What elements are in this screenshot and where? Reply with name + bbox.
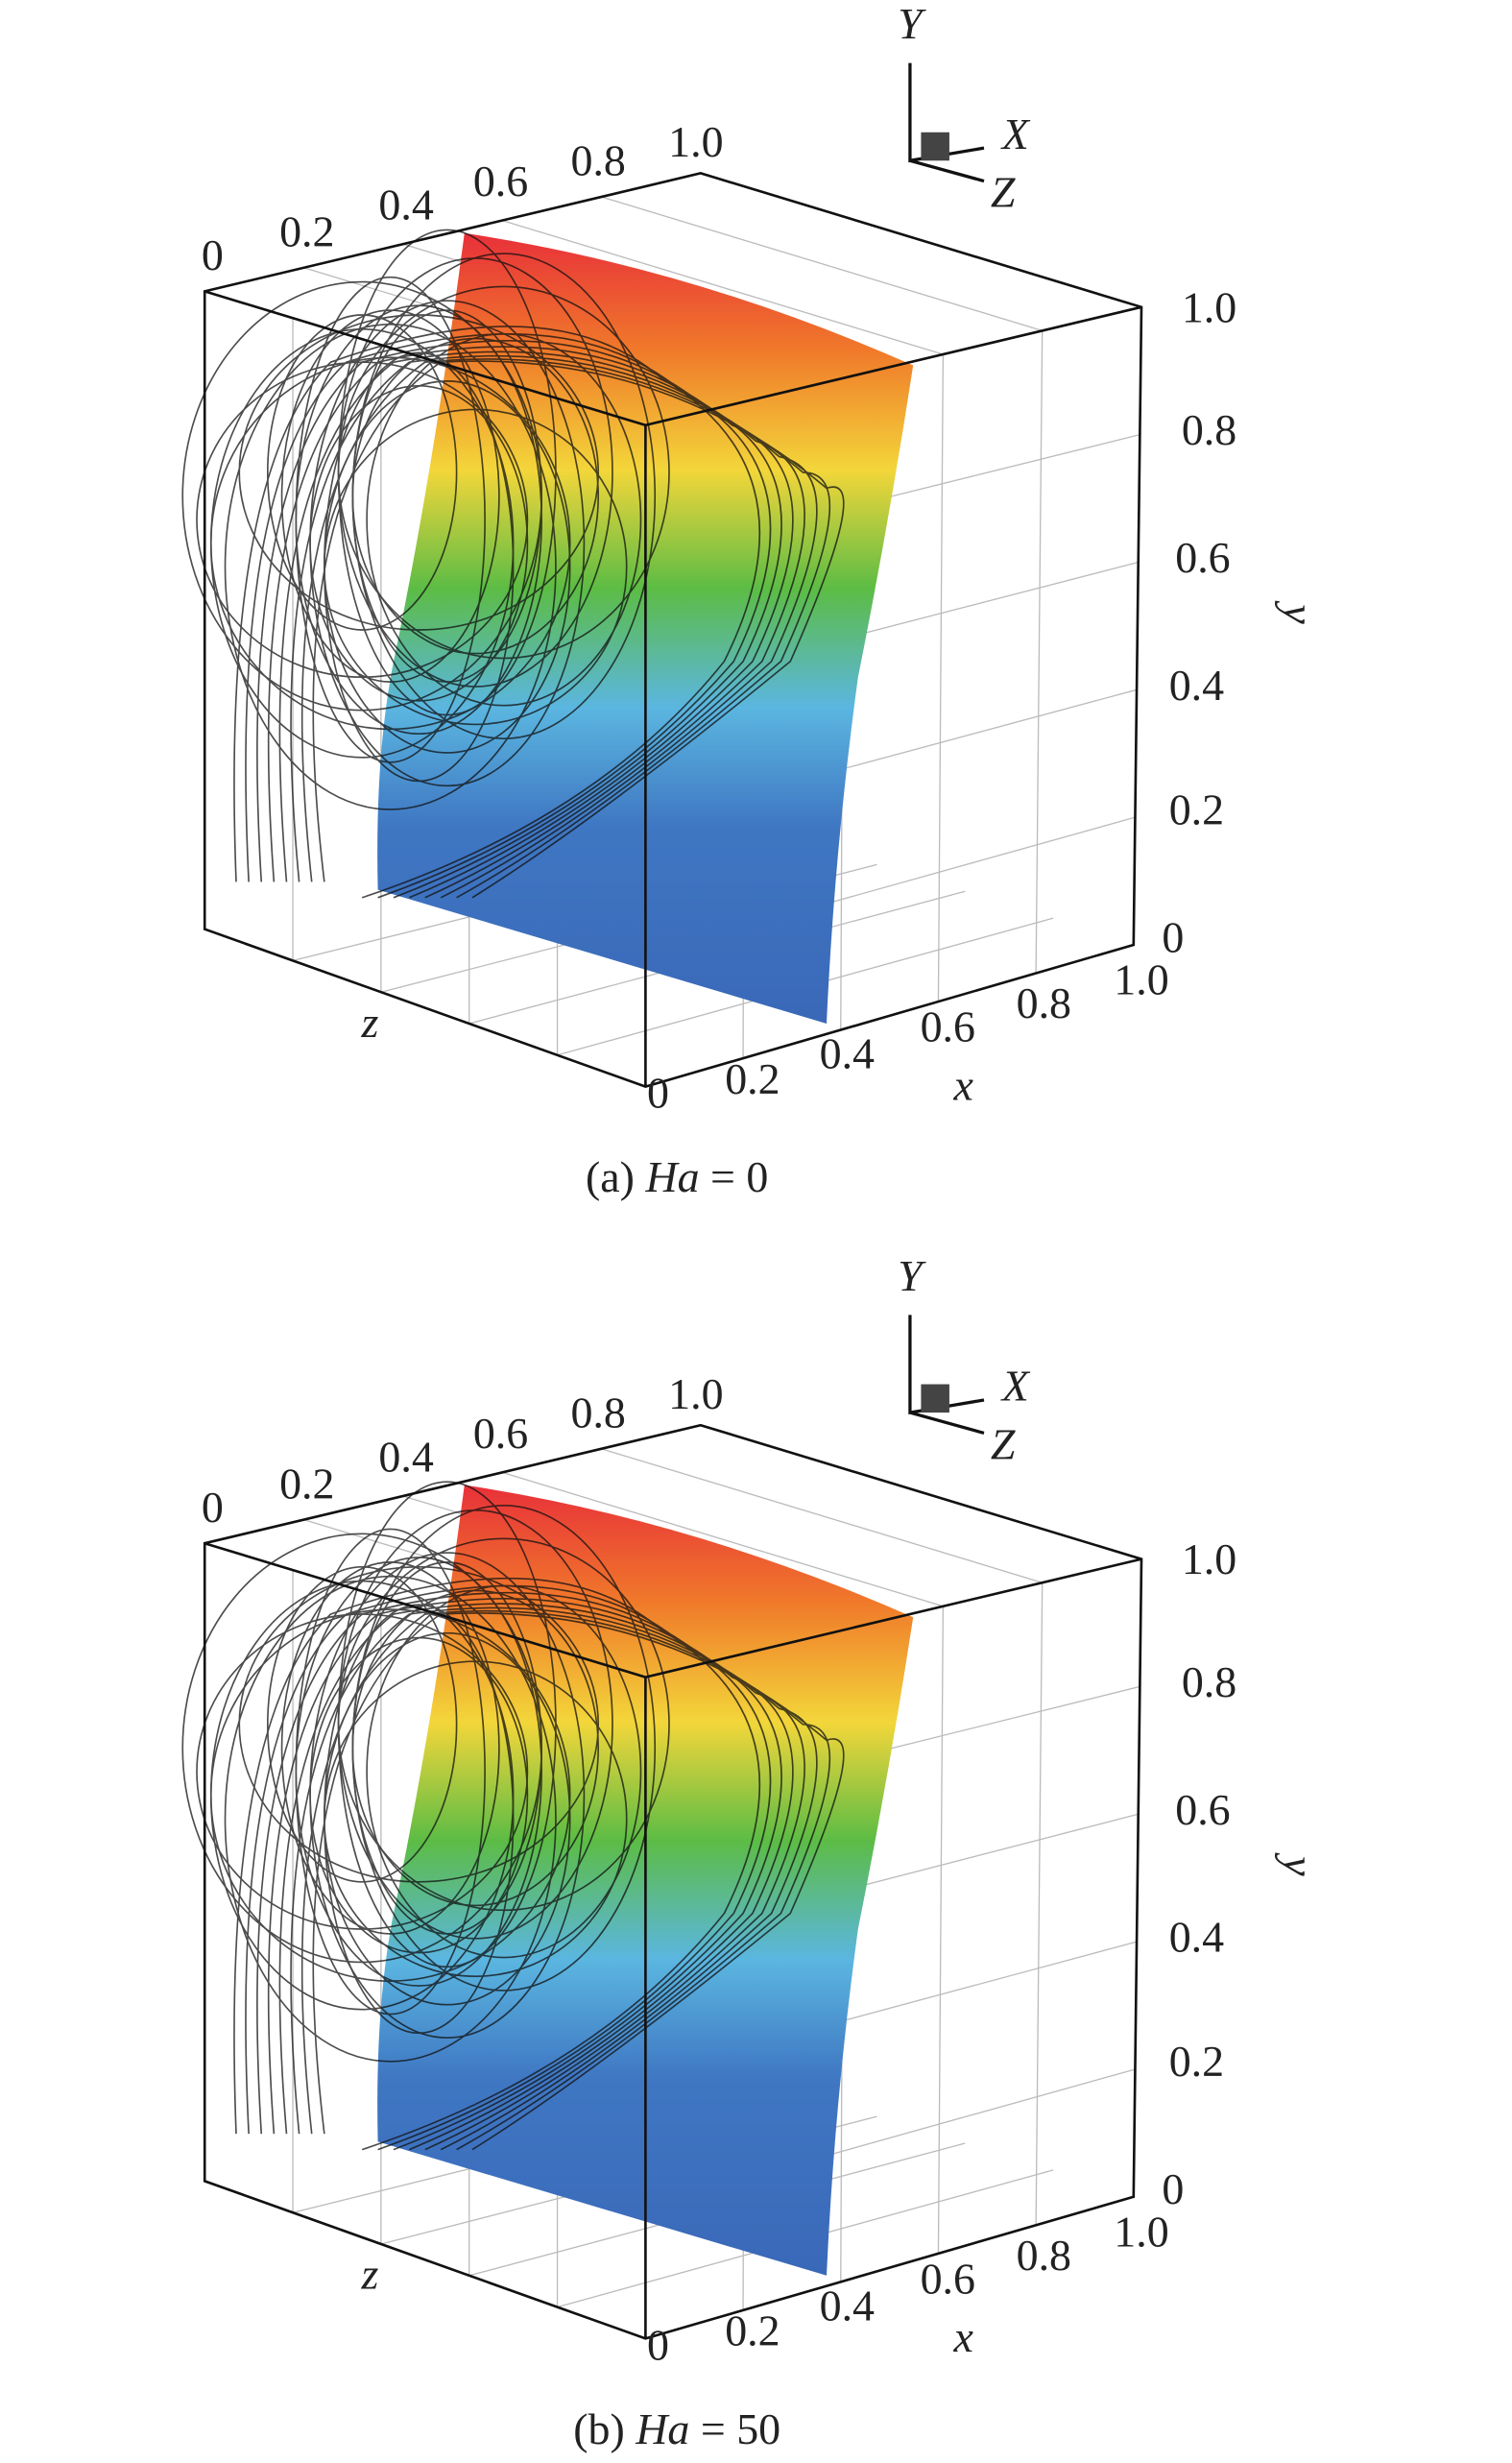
z-tick-label: 1.0	[668, 1369, 723, 1418]
y-tick-label: 0.6	[1175, 1785, 1230, 1834]
caption-param: Ha	[635, 2403, 689, 2452]
streamline	[224, 324, 557, 810]
box-edges	[203, 172, 1143, 1088]
y-tick-label: 0.4	[1169, 661, 1224, 710]
streamline	[312, 360, 845, 899]
triad-cube	[921, 1384, 949, 1413]
grid-line	[937, 353, 945, 1002]
streamline	[224, 1575, 557, 2063]
triad-cube	[921, 132, 949, 161]
streamline	[295, 276, 486, 763]
grid-line	[1035, 1582, 1044, 2226]
grid-line	[601, 196, 1043, 332]
x-tick-label: 0.4	[820, 2281, 875, 2330]
caption: (b) Ha = 50	[573, 2403, 780, 2452]
y-tick-label: 0.2	[1169, 785, 1224, 833]
axis-label: z	[360, 2250, 378, 2299]
streamline	[351, 1561, 542, 1935]
caption-param: Ha	[644, 1152, 699, 1201]
streamline	[266, 1565, 458, 1883]
triad-label: Z	[991, 1419, 1016, 1468]
axis-label: z	[360, 998, 378, 1047]
streamline	[351, 309, 542, 683]
z-tick-label: 0.8	[571, 1388, 626, 1437]
y-tick-label: 0.4	[1169, 1913, 1224, 1962]
streamline	[280, 309, 500, 683]
y-tick-label: 1.0	[1182, 1534, 1236, 1583]
y-tick-label: 0.8	[1182, 1657, 1236, 1706]
axis-label: x	[952, 1060, 973, 1109]
x-tick-label: 0.2	[725, 2306, 780, 2355]
x-tick-label: 1.0	[1114, 955, 1168, 1004]
x-tick-label: 0.8	[1017, 978, 1071, 1027]
z-tick-label: 0	[202, 1483, 224, 1532]
grid-line	[937, 1606, 945, 2254]
y-tick-label: 0	[1162, 2164, 1184, 2213]
streamline	[337, 1481, 557, 1968]
streamline	[312, 1612, 845, 2151]
axis-label: y	[1275, 1852, 1324, 1876]
caption-value: = 0	[710, 1152, 768, 1201]
z-tick-label: 0.2	[279, 1459, 334, 1508]
x-tick-label: 0	[647, 1069, 669, 1118]
y-tick-label: 0.6	[1175, 533, 1230, 582]
y-tick-label: 0	[1162, 912, 1184, 961]
streamlines	[181, 1481, 845, 2151]
z-tick-label: 0.4	[378, 181, 433, 229]
streamline	[280, 1561, 500, 1935]
grid-line	[601, 1448, 1043, 1583]
x-tick-label: 0.6	[921, 2255, 975, 2304]
z-tick-label: 1.0	[668, 117, 723, 166]
z-tick-label: 0.2	[279, 207, 334, 256]
grid-line	[1035, 330, 1044, 974]
streamlines	[181, 229, 845, 899]
streamline	[209, 1580, 515, 2011]
box-edges	[203, 1423, 1143, 2340]
y-tick-label: 0.8	[1182, 405, 1236, 454]
grid-line	[501, 1471, 944, 1607]
x-tick-label: 0.4	[820, 1029, 875, 1078]
x-tick-label: 0.2	[725, 1054, 780, 1103]
axis-label: x	[952, 2312, 973, 2361]
grid-line	[501, 219, 944, 355]
streamline	[295, 1528, 486, 2016]
triad-label: X	[1000, 1362, 1031, 1411]
streamline	[266, 314, 458, 631]
z-tick-label: 0.8	[571, 136, 626, 185]
caption: (a) Ha = 0	[586, 1152, 768, 1201]
x-tick-label: 0.8	[1017, 2231, 1071, 2280]
z-tick-label: 0.6	[473, 157, 528, 205]
triad-label: Z	[991, 168, 1016, 217]
triad-label: Y	[898, 1251, 926, 1300]
streamline	[238, 1565, 600, 1883]
streamline	[238, 314, 600, 631]
triad-label: Y	[898, 0, 926, 48]
y-tick-label: 0.2	[1169, 2037, 1224, 2086]
axis-label: y	[1275, 600, 1324, 624]
y-tick-label: 1.0	[1182, 282, 1236, 331]
x-tick-label: 1.0	[1114, 2207, 1168, 2256]
panel: Y XZ 0 0.2 0.4 0.6 0.8 1.0 1.0 0.8 0.6 0.4 0.2 0 0 0.2 0…	[181, 0, 1324, 1201]
caption-label: (a)	[586, 1152, 635, 1201]
triad-axes	[908, 62, 985, 183]
x-tick-label: 0	[647, 2320, 669, 2369]
caption-value: = 50	[701, 2403, 780, 2452]
caption-label: (b)	[573, 2403, 625, 2452]
streamline	[209, 327, 515, 759]
triad-axes	[908, 1315, 985, 1435]
triad-label: X	[1000, 109, 1031, 158]
z-tick-label: 0	[202, 230, 224, 279]
panel: Y XZ 0 0.2 0.4 0.6 0.8 1.0 1.0 0.8 0.6 0.4 0.2 0 0 0.2 0…	[181, 1251, 1324, 2452]
x-tick-label: 0.6	[921, 1002, 975, 1051]
z-tick-label: 0.4	[378, 1432, 433, 1481]
z-tick-label: 0.6	[473, 1409, 528, 1458]
streamline	[337, 229, 557, 716]
